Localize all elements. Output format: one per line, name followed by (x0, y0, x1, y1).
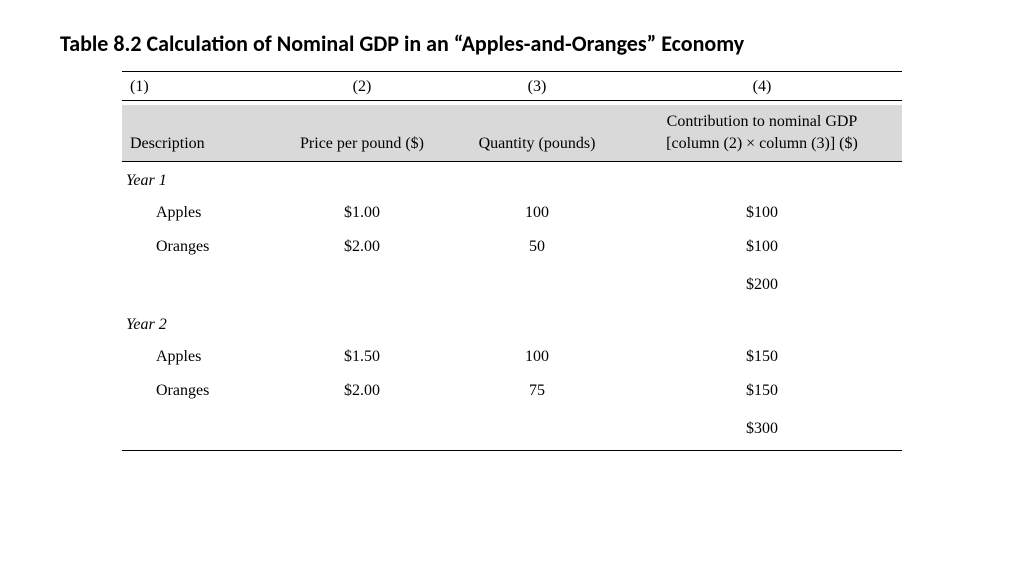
header-row-bottom: Description Price per pound ($) Quantity… (122, 133, 902, 162)
gdp-table-container: (1) (2) (3) (4) Contribution to nominal … (122, 71, 902, 451)
colnum-2: (2) (272, 72, 452, 101)
year2-label: Year 2 (122, 306, 902, 340)
cell-price: $2.00 (272, 230, 452, 264)
cell-desc: Apples (122, 196, 272, 230)
table-row: Apples $1.50 100 $150 (122, 340, 902, 374)
header-col2: Price per pound ($) (272, 133, 452, 162)
year1-label-row: Year 1 (122, 162, 902, 197)
cell-price: $1.00 (272, 196, 452, 230)
year1-label: Year 1 (122, 162, 902, 197)
year1-total-row: $200 (122, 264, 902, 306)
cell-qty: 75 (452, 374, 622, 408)
header-col4-bot: [column (2) × column (3)] ($) (622, 133, 902, 162)
page-title: Table 8.2 Calculation of Nominal GDP in … (60, 30, 964, 57)
cell-price: $1.50 (272, 340, 452, 374)
year2-total: $300 (622, 408, 902, 451)
cell-desc: Apples (122, 340, 272, 374)
table-row: Apples $1.00 100 $100 (122, 196, 902, 230)
year2-label-row: Year 2 (122, 306, 902, 340)
year2-total-row: $300 (122, 408, 902, 451)
column-number-row: (1) (2) (3) (4) (122, 72, 902, 101)
cell-desc: Oranges (122, 230, 272, 264)
gdp-table: (1) (2) (3) (4) Contribution to nominal … (122, 71, 902, 451)
cell-qty: 50 (452, 230, 622, 264)
cell-qty: 100 (452, 340, 622, 374)
cell-desc: Oranges (122, 374, 272, 408)
table-row: Oranges $2.00 50 $100 (122, 230, 902, 264)
cell-qty: 100 (452, 196, 622, 230)
cell-contrib: $150 (622, 340, 902, 374)
cell-price: $2.00 (272, 374, 452, 408)
header-row-top: Contribution to nominal GDP (122, 105, 902, 133)
cell-contrib: $150 (622, 374, 902, 408)
colnum-3: (3) (452, 72, 622, 101)
cell-contrib: $100 (622, 230, 902, 264)
year1-total: $200 (622, 264, 902, 306)
header-col3: Quantity (pounds) (452, 133, 622, 162)
table-row: Oranges $2.00 75 $150 (122, 374, 902, 408)
cell-contrib: $100 (622, 196, 902, 230)
colnum-1: (1) (122, 72, 272, 101)
colnum-4: (4) (622, 72, 902, 101)
header-col4-top: Contribution to nominal GDP (622, 105, 902, 133)
header-col1: Description (122, 133, 272, 162)
